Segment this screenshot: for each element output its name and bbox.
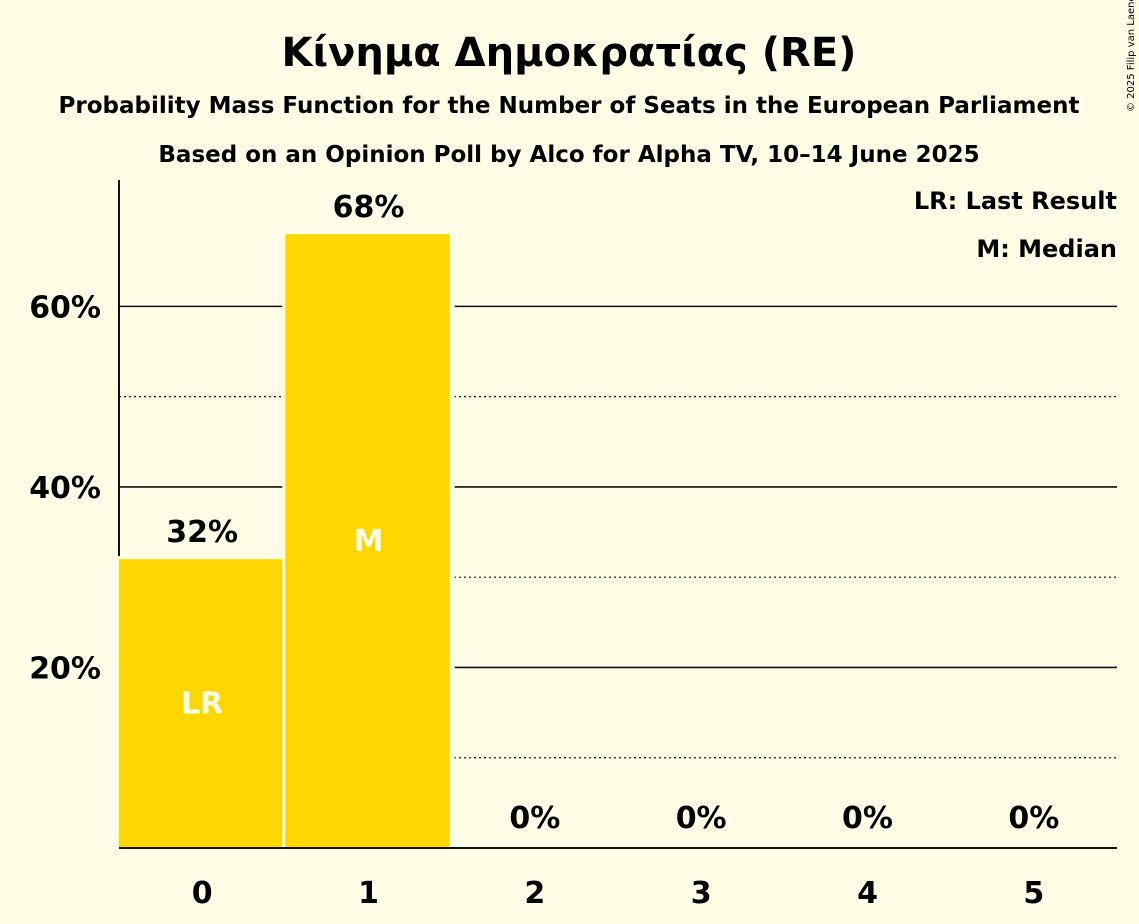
y-tick-label-2: 60% (29, 290, 101, 325)
value-label-2: 0% (509, 801, 560, 836)
legend-last-result: LR: Last Result (914, 187, 1117, 215)
x-tick-label-2: 2 (524, 876, 545, 911)
value-label-3: 0% (676, 801, 727, 836)
bar-0 (119, 559, 284, 848)
value-label-1: 68% (333, 190, 405, 225)
x-tick-label-0: 0 (192, 876, 213, 911)
x-tick-label-3: 3 (691, 876, 712, 911)
chart-subtitle: Probability Mass Function for the Number… (59, 93, 1080, 119)
x-tick-label-5: 5 (1023, 876, 1044, 911)
legend-median: M: Median (976, 235, 1117, 263)
x-tick-label-1: 1 (358, 876, 379, 911)
chart-source: Based on an Opinion Poll by Alco for Alp… (158, 142, 979, 168)
in-bar-label-0: LR (181, 687, 223, 722)
bars (116, 231, 455, 848)
value-label-0: 32% (166, 515, 238, 550)
value-label-5: 0% (1008, 801, 1059, 836)
y-tick-label-1: 40% (29, 471, 101, 506)
x-tick-label-4: 4 (857, 876, 878, 911)
chart-title: Κίνημα Δημοκρατίας (RE) (282, 30, 857, 76)
copyright-notice: © 2025 Filip van Laenen (1126, 0, 1137, 112)
value-label-4: 0% (842, 801, 893, 836)
y-tick-label-0: 20% (29, 651, 101, 686)
in-bar-label-1: M (354, 524, 384, 559)
bar-1 (285, 234, 450, 848)
